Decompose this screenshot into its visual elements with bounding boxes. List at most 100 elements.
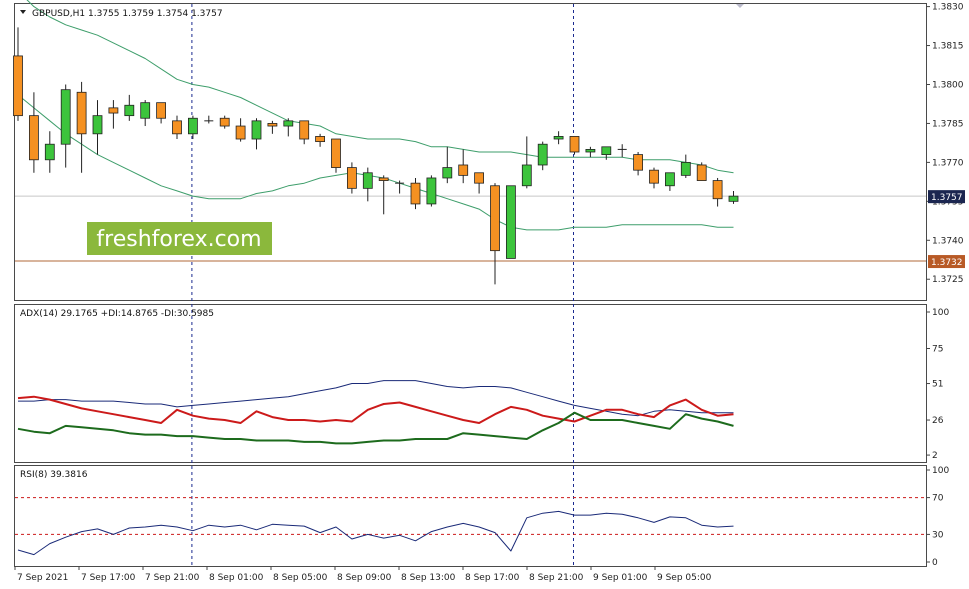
price-tick-label: 1.3785 bbox=[932, 119, 964, 129]
candle-body bbox=[124, 104, 135, 117]
rsi-line bbox=[17, 510, 734, 556]
price-tick-label: 1.3815 bbox=[932, 42, 964, 52]
candle bbox=[60, 84, 71, 168]
candle bbox=[601, 146, 612, 160]
candle bbox=[331, 138, 341, 173]
series-layer bbox=[17, 380, 734, 556]
candle bbox=[235, 118, 246, 142]
candle bbox=[108, 100, 119, 129]
candle bbox=[76, 81, 87, 173]
candle-body bbox=[680, 161, 691, 176]
candle bbox=[490, 183, 500, 285]
minus-di-line bbox=[17, 395, 734, 424]
candle-body bbox=[442, 167, 453, 179]
grid-layer bbox=[15, 4, 926, 566]
rsi-panel-frame bbox=[14, 465, 927, 567]
candle-body bbox=[28, 115, 39, 161]
time-tick-label: 9 Sep 05:00 bbox=[657, 573, 712, 583]
candle bbox=[378, 175, 389, 215]
time-tick-label: 8 Sep 05:00 bbox=[273, 573, 328, 583]
candle bbox=[505, 185, 516, 259]
candle-body bbox=[187, 117, 198, 135]
adx-line bbox=[18, 380, 734, 417]
candle bbox=[156, 102, 167, 124]
rsi-tick-label: 100 bbox=[932, 466, 949, 476]
candle bbox=[346, 162, 357, 194]
candle bbox=[665, 172, 675, 191]
scroll-marker-icon bbox=[736, 4, 744, 8]
candle-body bbox=[553, 136, 564, 140]
candle bbox=[44, 131, 55, 173]
candle-body bbox=[76, 91, 87, 135]
rsi-tick-label: 30 bbox=[932, 530, 944, 540]
support-level-tag-text: 1.3732 bbox=[931, 258, 963, 268]
collapse-triangle-icon[interactable] bbox=[20, 10, 26, 14]
adx-panel-frame bbox=[14, 304, 927, 463]
rsi-panel-header: RSI(8) 39.3816 bbox=[20, 470, 88, 480]
candle bbox=[458, 149, 469, 184]
adx-tick-label: 75 bbox=[932, 345, 943, 355]
price-panel-header: GBPUSD,H1 1.3755 1.3759 1.3754 1.3757 bbox=[32, 9, 223, 19]
candle bbox=[251, 118, 262, 150]
candle bbox=[474, 172, 485, 194]
candle-body bbox=[410, 182, 421, 205]
candle bbox=[569, 136, 580, 155]
price-tick-label: 1.3830 bbox=[932, 3, 964, 13]
candle bbox=[585, 146, 596, 158]
candle-body bbox=[649, 169, 659, 184]
candle bbox=[617, 144, 627, 158]
candle-body bbox=[712, 180, 723, 200]
candle bbox=[728, 190, 739, 204]
candle-body bbox=[156, 102, 167, 119]
candle bbox=[537, 141, 548, 171]
adx-tick-label: 51 bbox=[932, 380, 943, 390]
candle-body bbox=[172, 120, 182, 135]
current-price-tag-bg bbox=[928, 190, 965, 204]
support-level-tag: 1.3732 bbox=[928, 255, 965, 268]
candle-body bbox=[283, 120, 294, 127]
overlay-layer bbox=[15, 0, 926, 262]
symbol-header: GBPUSD,H1 1.3755 1.3759 1.3754 1.3757 bbox=[20, 9, 223, 19]
candle-body bbox=[569, 136, 580, 153]
candle-body bbox=[315, 136, 326, 143]
candle bbox=[362, 167, 373, 202]
candle bbox=[187, 115, 198, 140]
candle-body bbox=[474, 172, 485, 184]
adx-tick-label: 100 bbox=[932, 308, 949, 318]
candle bbox=[315, 133, 326, 147]
candle-body bbox=[728, 195, 739, 202]
candle bbox=[140, 100, 151, 127]
watermark-text: freshforex.com bbox=[96, 227, 261, 252]
candle bbox=[696, 162, 707, 181]
candle bbox=[267, 120, 278, 134]
candle-layer bbox=[13, 27, 739, 285]
candle-body bbox=[378, 177, 389, 181]
candle bbox=[442, 146, 453, 184]
time-tick-label: 8 Sep 13:00 bbox=[401, 573, 456, 583]
time-tick-label: 8 Sep 21:00 bbox=[529, 573, 584, 583]
candle-body bbox=[601, 146, 612, 155]
candle-body bbox=[521, 164, 532, 187]
candle bbox=[13, 27, 23, 121]
candle-body bbox=[633, 154, 643, 171]
candle bbox=[92, 100, 103, 155]
candle bbox=[395, 180, 405, 194]
adx-panel-header: ADX(14) 29.1765 +DI:14.8765 -DI:30.5985 bbox=[20, 309, 214, 319]
watermark-badge bbox=[87, 222, 272, 255]
candle-body bbox=[235, 125, 246, 140]
candle-body bbox=[92, 115, 103, 135]
adx-tick-label: 2 bbox=[932, 451, 938, 461]
candle-body bbox=[60, 89, 71, 145]
candle-body bbox=[331, 138, 341, 168]
candle bbox=[204, 115, 214, 124]
candle-body bbox=[108, 107, 119, 114]
candle-body bbox=[44, 143, 55, 161]
candle-body bbox=[490, 185, 500, 252]
time-tick-label: 7 Sep 2021 bbox=[17, 573, 68, 583]
time-tick-label: 8 Sep 17:00 bbox=[465, 573, 520, 583]
candle-body bbox=[346, 167, 357, 189]
candle-body bbox=[585, 149, 596, 153]
candle bbox=[219, 115, 230, 129]
